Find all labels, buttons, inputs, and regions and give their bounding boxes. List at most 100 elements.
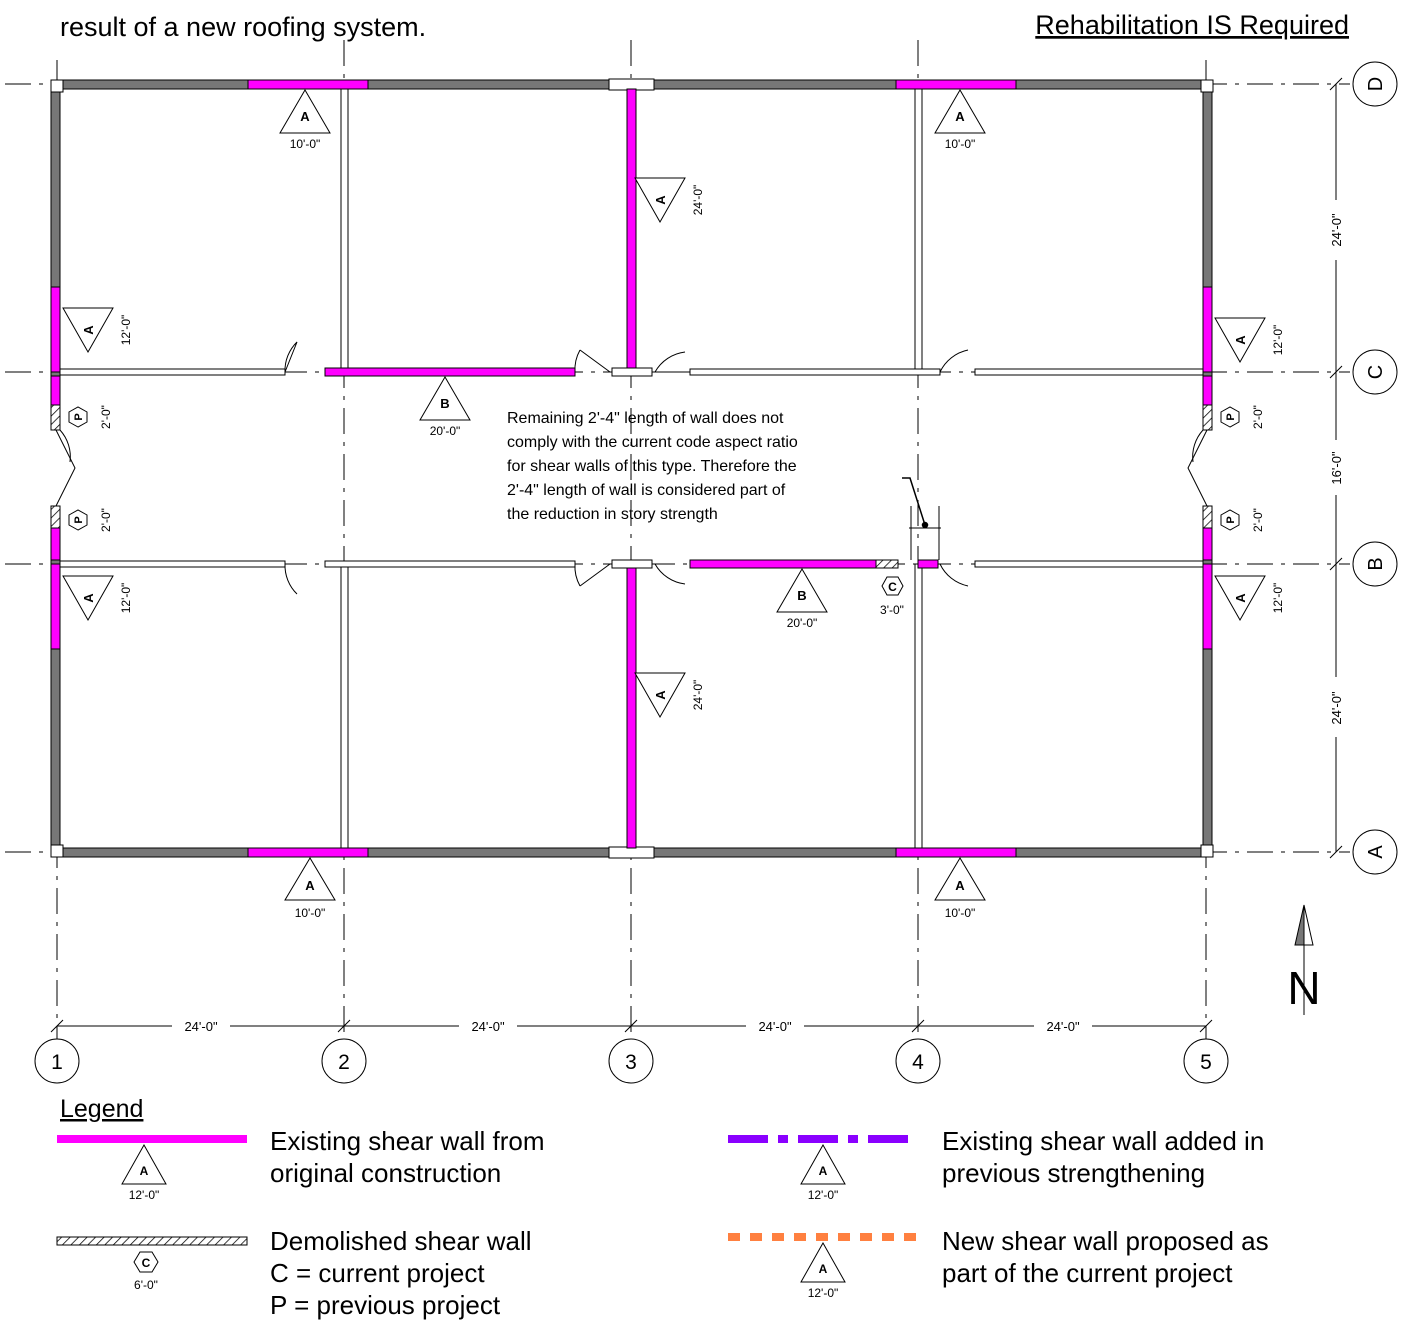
svg-text:A: A bbox=[653, 690, 668, 700]
legend-item-previous: A 12'-0" Existing shear wall added in pr… bbox=[728, 1126, 1264, 1202]
shear-walls bbox=[50, 79, 1213, 858]
svg-text:P: P bbox=[1225, 516, 1237, 523]
svg-text:1: 1 bbox=[51, 1051, 63, 1074]
svg-text:12'-0": 12'-0" bbox=[808, 1188, 839, 1202]
svg-text:4: 4 bbox=[912, 1051, 924, 1074]
svg-text:10'-0": 10'-0" bbox=[945, 137, 976, 151]
svg-text:16'-0": 16'-0" bbox=[1329, 451, 1344, 485]
svg-text:C: C bbox=[888, 580, 897, 594]
tag-west-p-bottom: P 2'-0" bbox=[68, 508, 113, 532]
svg-text:A: A bbox=[1365, 845, 1387, 859]
tag-south-4: A 10'-0" bbox=[934, 857, 986, 920]
north-arrow-icon: N bbox=[1287, 904, 1321, 1015]
row-bubbles: D C B A bbox=[1352, 61, 1398, 875]
shear-wall-west-top bbox=[50, 286, 61, 373]
tag-east-p-bottom: P 2'-0" bbox=[1220, 508, 1265, 532]
svg-text:24'-0": 24'-0" bbox=[184, 1019, 218, 1034]
tag-int-3-top: A 24'-0" bbox=[634, 177, 705, 224]
svg-text:original construction: original construction bbox=[270, 1158, 501, 1188]
demolished-walls bbox=[50, 404, 1213, 569]
tag-east-p-top: P 2'-0" bbox=[1220, 405, 1265, 429]
svg-text:12'-0": 12'-0" bbox=[1271, 583, 1285, 614]
svg-text:2'-4" length of wall is consid: 2'-4" length of wall is considered part … bbox=[507, 482, 786, 499]
tag-corridor-c: B 20'-0" bbox=[419, 376, 471, 438]
svg-text:24'-0": 24'-0" bbox=[1046, 1019, 1080, 1034]
note-leader bbox=[902, 477, 941, 560]
svg-text:12'-0": 12'-0" bbox=[129, 1188, 160, 1202]
svg-text:A: A bbox=[653, 195, 668, 205]
svg-text:A: A bbox=[1233, 593, 1248, 603]
svg-text:A: A bbox=[300, 109, 310, 124]
svg-text:C: C bbox=[142, 1256, 151, 1270]
column-bubbles: 1 2 3 4 5 bbox=[34, 1038, 1229, 1084]
tag-north-2: A 10'-0" bbox=[279, 89, 331, 151]
tag-west-p-top: P 2'-0" bbox=[68, 405, 113, 429]
svg-text:2'-0": 2'-0" bbox=[99, 508, 113, 532]
svg-text:A: A bbox=[1233, 335, 1248, 345]
tag-corridor-b: B 20'-0" bbox=[776, 568, 828, 630]
svg-text:20'-0": 20'-0" bbox=[787, 616, 818, 630]
svg-text:10'-0": 10'-0" bbox=[295, 906, 326, 920]
svg-text:24'-0": 24'-0" bbox=[691, 185, 705, 216]
svg-text:A: A bbox=[955, 109, 965, 124]
svg-text:3'-0": 3'-0" bbox=[880, 603, 904, 617]
svg-text:A: A bbox=[81, 593, 96, 603]
svg-text:12'-0": 12'-0" bbox=[808, 1286, 839, 1300]
tag-east-top: A 12'-0" bbox=[1214, 317, 1285, 364]
svg-text:C: C bbox=[1365, 365, 1387, 379]
svg-text:the reduction in story strengt: the reduction in story strength bbox=[507, 506, 718, 523]
svg-text:12'-0": 12'-0" bbox=[119, 315, 133, 346]
svg-text:previous strengthening: previous strengthening bbox=[942, 1158, 1205, 1188]
svg-text:3: 3 bbox=[625, 1051, 637, 1074]
svg-text:A: A bbox=[819, 1164, 828, 1178]
svg-text:2'-0": 2'-0" bbox=[99, 405, 113, 429]
svg-text:6'-0": 6'-0" bbox=[134, 1278, 158, 1292]
shear-wall-north-4 bbox=[895, 79, 1017, 90]
bottom-dimension-labels: 24'-0" 24'-0" 24'-0" 24'-0" bbox=[172, 1018, 1092, 1034]
svg-text:B: B bbox=[1365, 557, 1387, 570]
shear-wall-corridor-c bbox=[324, 367, 576, 377]
svg-text:N: N bbox=[1287, 962, 1320, 1014]
shear-wall-corridor-b-end bbox=[917, 559, 939, 569]
svg-text:C = current project: C = current project bbox=[270, 1258, 485, 1288]
tag-south-2: A 10'-0" bbox=[284, 857, 336, 920]
shear-wall-int-3-bottom bbox=[626, 567, 637, 849]
right-dimension-labels: 24'-0" 16'-0" 24'-0" bbox=[1326, 200, 1346, 737]
tag-demolished-c: C 3'-0" bbox=[880, 576, 904, 617]
svg-text:B: B bbox=[440, 396, 449, 411]
svg-text:Remaining 2'-4" length of wall: Remaining 2'-4" length of wall does not bbox=[507, 410, 784, 427]
svg-text:20'-0": 20'-0" bbox=[430, 424, 461, 438]
note-block: Remaining 2'-4" length of wall does not … bbox=[507, 410, 798, 523]
svg-text:D: D bbox=[1365, 77, 1387, 91]
shear-wall-int-3-top bbox=[626, 88, 637, 369]
svg-text:P: P bbox=[73, 516, 85, 523]
svg-text:2'-0": 2'-0" bbox=[1251, 405, 1265, 429]
svg-text:A: A bbox=[955, 878, 965, 893]
legend-item-original: A 12'-0" Existing shear wall from origin… bbox=[57, 1126, 545, 1202]
svg-text:24'-0": 24'-0" bbox=[471, 1019, 505, 1034]
svg-text:10'-0": 10'-0" bbox=[945, 906, 976, 920]
svg-text:24'-0": 24'-0" bbox=[691, 680, 705, 711]
shear-wall-south-4 bbox=[895, 847, 1017, 858]
status-heading: Rehabilitation IS Required bbox=[1035, 10, 1349, 40]
svg-text:12'-0": 12'-0" bbox=[1271, 325, 1285, 356]
svg-text:B: B bbox=[797, 588, 806, 603]
svg-text:comply with the current code a: comply with the current code aspect rati… bbox=[507, 434, 798, 451]
svg-text:New shear wall proposed as: New shear wall proposed as bbox=[942, 1226, 1269, 1256]
legend: Legend A 12'-0" Existing shear wall from… bbox=[56, 1095, 1269, 1320]
svg-text:for shear walls of this type.: for shear walls of this type. Therefore … bbox=[507, 458, 797, 475]
svg-text:Existing shear wall added in: Existing shear wall added in bbox=[942, 1126, 1264, 1156]
svg-text:24'-0": 24'-0" bbox=[1329, 213, 1344, 247]
tag-east-bottom: A 12'-0" bbox=[1214, 575, 1285, 622]
shear-wall-corridor-b bbox=[689, 559, 877, 569]
svg-text:Demolished shear wall: Demolished shear wall bbox=[270, 1226, 532, 1256]
svg-text:2: 2 bbox=[338, 1051, 350, 1074]
legend-item-demolished: C 6'-0" Demolished shear wall C = curren… bbox=[56, 1226, 532, 1320]
door-swings bbox=[55, 341, 1208, 595]
svg-text:A: A bbox=[819, 1262, 828, 1276]
shear-wall-south-2 bbox=[247, 847, 369, 858]
svg-text:10'-0": 10'-0" bbox=[290, 137, 321, 151]
svg-text:24'-0": 24'-0" bbox=[1329, 691, 1344, 725]
tag-north-4: A 10'-0" bbox=[934, 89, 986, 151]
